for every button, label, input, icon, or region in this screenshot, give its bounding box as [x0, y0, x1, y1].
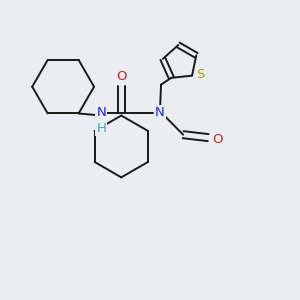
Text: H: H	[96, 122, 106, 135]
Text: O: O	[212, 134, 223, 146]
Text: N: N	[155, 106, 164, 119]
Text: N: N	[96, 106, 106, 119]
Text: O: O	[116, 70, 127, 83]
Text: S: S	[196, 68, 204, 81]
